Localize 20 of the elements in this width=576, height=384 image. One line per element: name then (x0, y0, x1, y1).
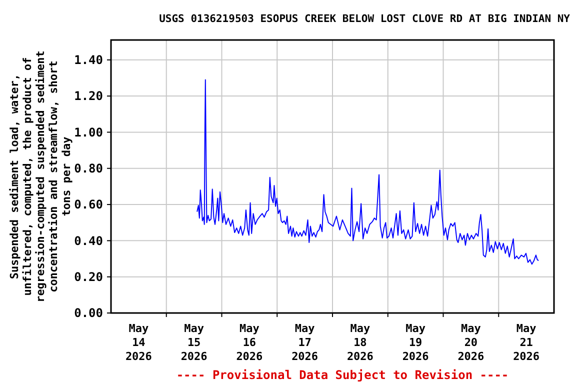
x-tick-label: May 21 2026 (513, 322, 540, 363)
x-tick-label: May 20 2026 (458, 322, 485, 363)
text: ---- Provisional Data Subject to Revision ---- (176, 368, 509, 382)
y-tick-label: 0.00 (74, 306, 103, 320)
x-tick-label: May 14 2026 (125, 322, 152, 363)
line-series (196, 79, 540, 265)
y-tick-label: 1.20 (74, 89, 103, 104)
x-tick-label: May 18 2026 (346, 322, 374, 363)
y-tick-label: 0.40 (74, 234, 103, 248)
y-axis-title: Suspended sediment load, water, unfiltered, computed, the product of regression-computed suspended sediment concentration and streamflow, short tons per day (8, 50, 73, 302)
x-tick-label: May 17 2026 (292, 322, 318, 363)
y-tick-label: 0.80 (74, 162, 103, 176)
y-tick-label: 0.60 (74, 198, 103, 212)
y-tick-label: 1.40 (74, 53, 103, 68)
x-tick-label: May 19 2026 (402, 322, 430, 363)
chart-title: USGS 0136219503 ESOPUS CREEK BELOW LOST CLOVE RD AT BIG INDIAN NY (159, 13, 571, 25)
x-tick-label: May 16 2026 (236, 322, 264, 363)
y-tick-label: 1.00 (74, 125, 103, 140)
y-tick-label: 0.20 (74, 270, 103, 284)
x-tick-label: May 15 2026 (180, 322, 208, 363)
